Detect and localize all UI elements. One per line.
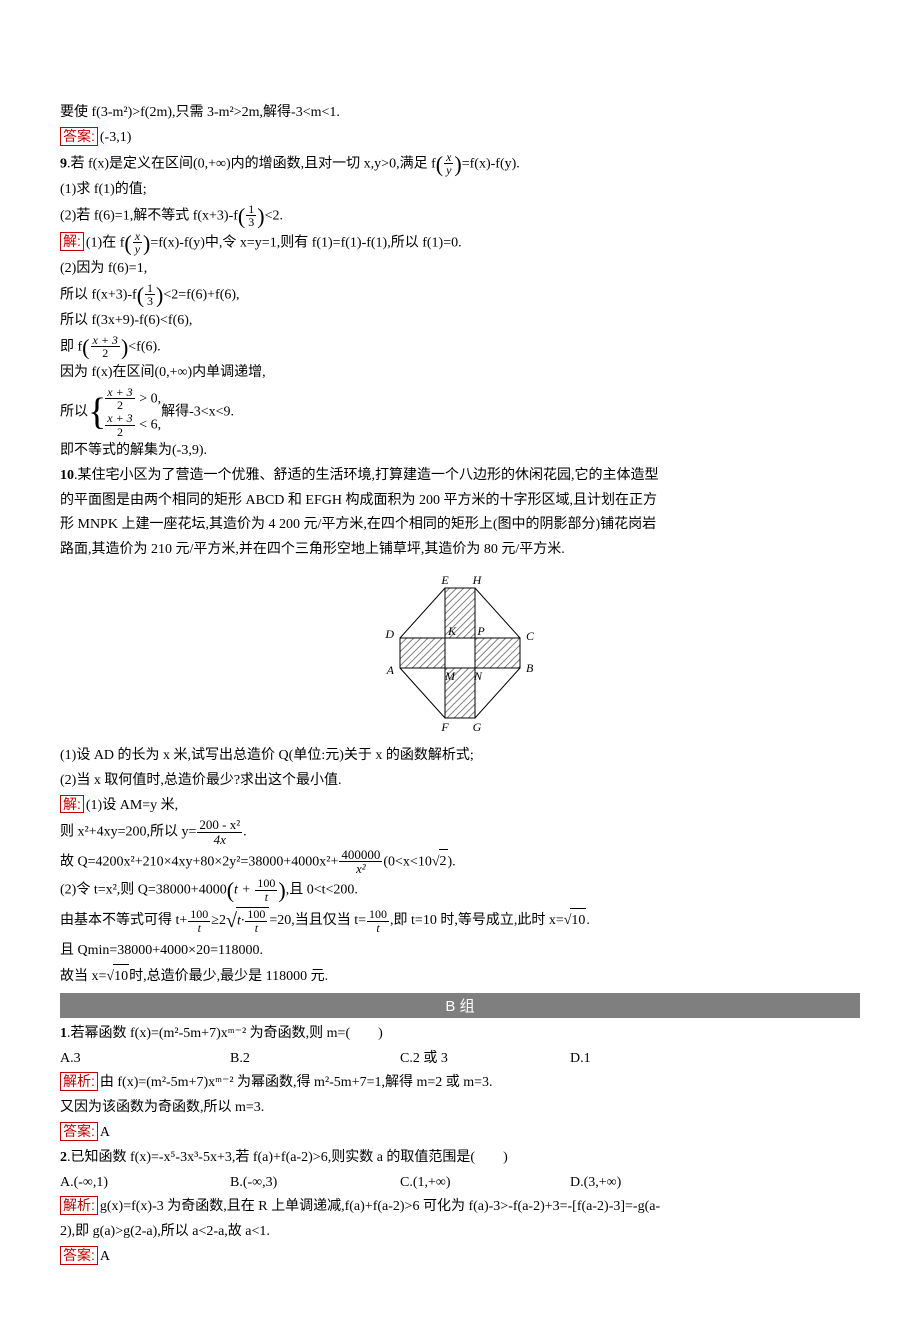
option-d: D.(3,+∞) xyxy=(570,1171,740,1195)
b2-ans: 答案:A xyxy=(60,1245,860,1269)
b2-options: A.(-∞,1) B.(-∞,3) C.(1,+∞) D.(3,+∞) xyxy=(60,1171,860,1195)
option-a: A.3 xyxy=(60,1047,230,1071)
svg-text:H: H xyxy=(472,573,483,587)
text-line: 要使 f(3-m²)>f(2m),只需 3-m²>2m,解得-3<m<1. xyxy=(60,101,860,125)
q9-sol1: 解:(1)在 f(xy)=f(x)-f(y)中,令 x=y=1,则有 f(1)=… xyxy=(60,230,860,256)
q10-s7: 故当 x=√10时,总造价最少,最少是 118000 元. xyxy=(60,964,860,989)
q9-p2: (2)若 f(6)=1,解不等式 f(x+3)-f(13)<2. xyxy=(60,203,860,229)
option-d: D.1 xyxy=(570,1047,740,1071)
q9-sol6: 因为 f(x)在区间(0,+∞)内单调递增, xyxy=(60,361,860,385)
svg-text:N: N xyxy=(473,669,483,683)
svg-text:D: D xyxy=(384,627,394,641)
answer-label: 答案: xyxy=(60,1246,98,1265)
answer-label: 答案: xyxy=(60,127,98,146)
q9-sol4: 所以 f(3x+9)-f(6)<f(6), xyxy=(60,309,860,333)
analysis-label: 解析: xyxy=(60,1072,98,1091)
q9-sol5: 即 f(x + 32)<f(6). xyxy=(60,334,860,360)
b1-ana2: 又因为该函数为奇函数,所以 m=3. xyxy=(60,1096,860,1120)
q10-s1: 解:(1)设 AM=y 米, xyxy=(60,794,860,818)
q9-sol7: 所以{ x + 32 > 0, x + 32 < 6, 解得-3<x<9. xyxy=(60,386,860,438)
q9-stem: 9.若 f(x)是定义在区间(0,+∞)内的增函数,且对一切 x,y>0,满足 … xyxy=(60,151,860,177)
svg-text:M: M xyxy=(444,669,456,683)
svg-text:A: A xyxy=(386,663,395,677)
svg-text:P: P xyxy=(476,624,485,638)
b2-stem: 2.已知函数 f(x)=-x⁵-3x³-5x+3,若 f(a)+f(a-2)>6… xyxy=(60,1146,860,1170)
page: 要使 f(3-m²)>f(2m),只需 3-m²>2m,解得-3<m<1. 答案… xyxy=(0,0,920,1330)
octagon-figure-svg: E H D K P C A M N B F G xyxy=(370,568,550,738)
svg-text:F: F xyxy=(440,720,449,734)
option-c: C.2 或 3 xyxy=(400,1047,570,1071)
option-b: B.2 xyxy=(230,1047,400,1071)
answer-value: (-3,1) xyxy=(100,130,132,145)
b1-ans: 答案:A xyxy=(60,1121,860,1145)
q9-sol3: 所以 f(x+3)-f(13)<2=f(6)+f(6), xyxy=(60,282,860,308)
q10-figure: E H D K P C A M N B F G xyxy=(60,568,860,738)
b1-options: A.3 B.2 C.2 或 3 D.1 xyxy=(60,1047,860,1071)
q10-stem4: 路面,其造价为 210 元/平方米,并在四个三角形空地上铺草坪,其造价为 80 … xyxy=(60,538,860,562)
q10-s2: 则 x²+4xy=200,所以 y=200 - x²4x. xyxy=(60,818,860,846)
q9-sol8: 即不等式的解集为(-3,9). xyxy=(60,439,860,463)
svg-text:E: E xyxy=(440,573,449,587)
q10-stem2: 的平面图是由两个相同的矩形 ABCD 和 EFGH 构成面积为 200 平方米的… xyxy=(60,489,860,513)
q10-s3: 故 Q=4200x²+210×4xy+80×2y²=38000+4000x²+4… xyxy=(60,848,860,876)
q10-p2: (2)当 x 取何值时,总造价最少?求出这个最小值. xyxy=(60,769,860,793)
svg-text:C: C xyxy=(526,629,535,643)
q10-stem1: 10.某住宅小区为了营造一个优雅、舒适的生活环境,打算建造一个八边形的休闲花园,… xyxy=(60,464,860,488)
q-number: 9 xyxy=(60,156,67,171)
answer-label: 答案: xyxy=(60,1122,98,1141)
q10-stem3: 形 MNPK 上建一座花坛,其造价为 4 200 元/平方米,在四个相同的矩形上… xyxy=(60,513,860,537)
q-number: 2 xyxy=(60,1150,67,1165)
group-b-divider: B 组 xyxy=(60,993,860,1018)
q-number: 10 xyxy=(60,468,74,483)
svg-text:B: B xyxy=(526,661,534,675)
analysis-label: 解析: xyxy=(60,1196,98,1215)
b1-ana1: 解析:由 f(x)=(m²-5m+7)xᵐ⁻² 为幂函数,得 m²-5m+7=1… xyxy=(60,1071,860,1095)
q10-s6: 且 Qmin=38000+4000×20=118000. xyxy=(60,939,860,963)
b2-ana1: 解析:g(x)=f(x)-3 为奇函数,且在 R 上单调递减,f(a)+f(a-… xyxy=(60,1195,860,1219)
b1-stem: 1.若幂函数 f(x)=(m²-5m+7)xᵐ⁻² 为奇函数,则 m=( ) xyxy=(60,1022,860,1046)
solution-label: 解: xyxy=(60,232,84,251)
option-b: B.(-∞,3) xyxy=(230,1171,400,1195)
q9-p1: (1)求 f(1)的值; xyxy=(60,178,860,202)
solution-label: 解: xyxy=(60,795,84,814)
q9-sol2: (2)因为 f(6)=1, xyxy=(60,257,860,281)
svg-text:K: K xyxy=(447,624,457,638)
b2-ana2: 2),即 g(a)>g(2-a),所以 a<2-a,故 a<1. xyxy=(60,1220,860,1244)
option-a: A.(-∞,1) xyxy=(60,1171,230,1195)
option-c: C.(1,+∞) xyxy=(400,1171,570,1195)
answer-line: 答案:(-3,1) xyxy=(60,126,860,150)
q10-p1: (1)设 AD 的长为 x 米,试写出总造价 Q(单位:元)关于 x 的函数解析… xyxy=(60,744,860,768)
svg-text:G: G xyxy=(473,720,482,734)
q10-s4: (2)令 t=x²,则 Q=38000+4000(t + 100t),且 0<t… xyxy=(60,877,860,903)
q10-s5: 由基本不等式可得 t+100t≥2√t·100t=20,当且仅当 t=100t,… xyxy=(60,904,860,938)
q-number: 1 xyxy=(60,1026,67,1041)
